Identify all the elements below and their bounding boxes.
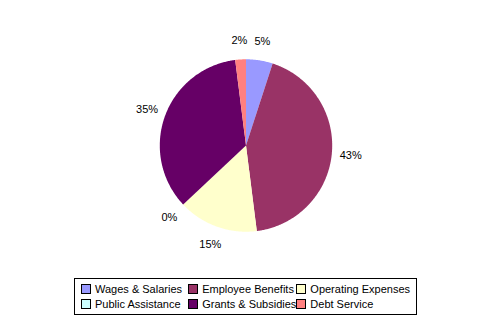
- html-text:Wages & Salaries: Wages & Salaries: [95, 283, 182, 295]
- svg-text:35%: 35%: [136, 103, 158, 115]
- svg-text:2%: 2%: [231, 34, 247, 46]
- svg-text:5%: 5%: [254, 35, 270, 47]
- html-text:Operating Expenses: Operating Expenses: [310, 283, 410, 295]
- svg-text:0%: 0%: [161, 211, 177, 223]
- svg-text:43%: 43%: [340, 149, 362, 161]
- html-text:Public Assistance: Public Assistance: [95, 298, 181, 310]
- html-text:Grants & Subsidies: Grants & Subsidies: [202, 298, 297, 310]
- html-text:Debt Service: Debt Service: [310, 298, 374, 310]
- svg-text:15%: 15%: [199, 238, 221, 250]
- html-text:Employee Benefits: Employee Benefits: [202, 283, 294, 295]
